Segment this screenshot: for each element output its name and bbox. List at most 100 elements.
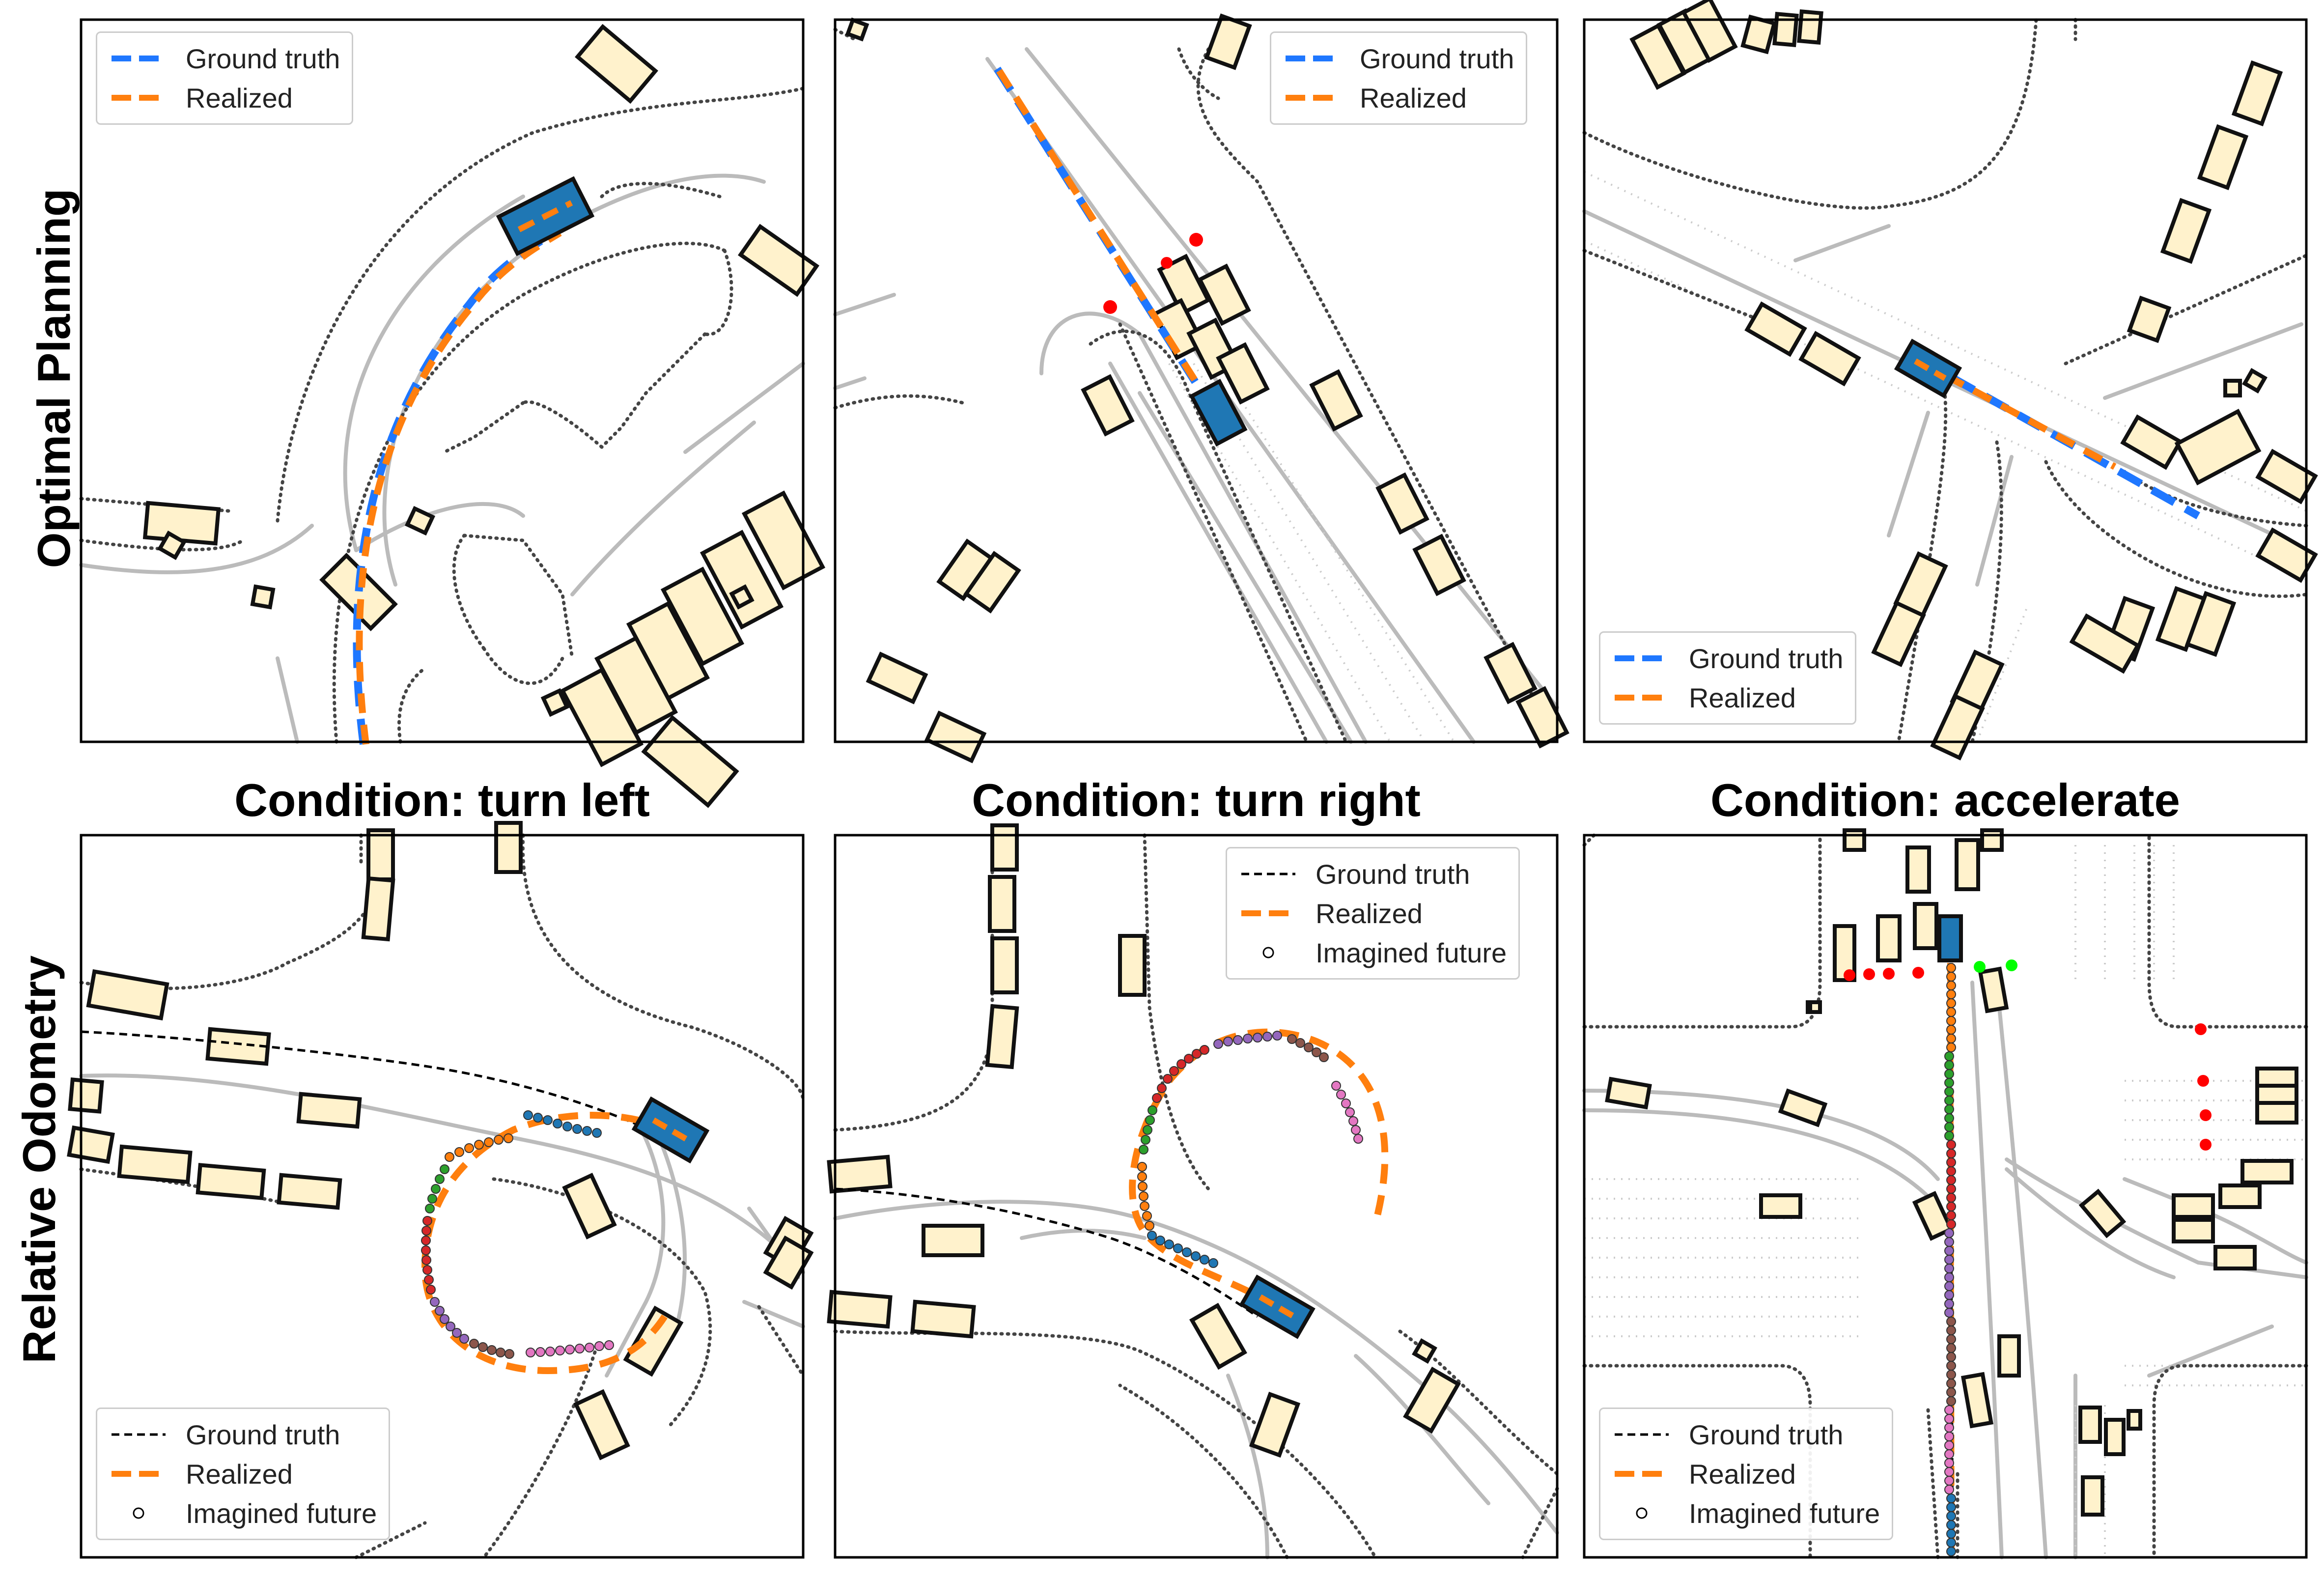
agent-vehicles [827, 823, 1461, 1458]
imagined-future-point [1944, 1069, 1954, 1079]
legend-ground-truth: Ground truth [1360, 43, 1514, 74]
legend-imagined-future: Imagined future [1316, 937, 1507, 968]
condition-title-turn-right: Condition: turn right [972, 774, 1421, 826]
frame [80, 834, 805, 1559]
imagined-future-point [1944, 1228, 1954, 1238]
imagined-future-points [421, 1110, 614, 1359]
panel-top-1: Ground truth Realized [79, 18, 826, 808]
row-label-relative-odometry: Relative Odometry [13, 955, 65, 1364]
legend-imagined-future: Imagined future [1689, 1497, 1880, 1529]
panel-top-2: Ground truth Realized [833, 13, 1569, 763]
imagined-future-point [1946, 1352, 1956, 1362]
condition-title-turn-left: Condition: turn left [234, 774, 650, 826]
imagined-future-point [1944, 1432, 1954, 1441]
legend-ground-truth: Ground truth [186, 1419, 340, 1450]
imagined-future-point [1946, 1343, 1956, 1353]
map-top-3 [1582, 0, 2318, 760]
ego-vehicle [496, 176, 595, 256]
imagined-future-point [1946, 998, 1956, 1008]
realized-path [1129, 1028, 1389, 1310]
frame [834, 834, 1559, 1559]
agent-vehicles [142, 24, 826, 808]
legend: Ground truth Realized [1270, 31, 1528, 125]
imagined-future-point [1946, 1149, 1956, 1158]
imagined-future-point [1944, 1449, 1954, 1459]
imagined-future-point [1946, 963, 1956, 973]
imagined-future-point [1944, 1485, 1954, 1494]
traffic-lights [1844, 959, 2212, 1151]
road-edges [833, 28, 1559, 744]
legend: Ground truth Realized [96, 31, 354, 125]
imagined-future-point [1944, 1308, 1954, 1318]
legend-imagined-future: Imagined future [186, 1497, 377, 1529]
imagined-future-point [1946, 1529, 1956, 1539]
frame [1583, 834, 2308, 1559]
imagined-future-point [1946, 1175, 1956, 1185]
realized-path [356, 229, 562, 745]
imagined-future-point [1944, 1281, 1954, 1291]
imagined-future-point [1944, 1131, 1954, 1141]
map-top-1 [79, 18, 826, 808]
imagined-future-points [1944, 963, 1956, 1556]
imagined-future-point [1946, 1379, 1956, 1388]
imagined-future-point [1946, 1334, 1956, 1344]
imagined-future-point [1946, 1007, 1956, 1017]
imagined-future-point [1946, 1166, 1956, 1176]
imagined-future-point [1946, 1317, 1956, 1326]
agent-vehicles [67, 821, 814, 1461]
row-label-optimal-planning: Optimal Planning [28, 188, 80, 568]
imagined-future-point [1946, 1361, 1956, 1371]
imagined-future-point [1946, 1511, 1956, 1521]
legend-realized: Realized [1689, 1458, 1796, 1490]
agent-vehicles [1605, 828, 2298, 1517]
condition-title-accelerate: Condition: accelerate [1710, 774, 2180, 826]
imagined-future-point [1944, 1272, 1954, 1282]
imagined-future-point [1946, 1211, 1956, 1220]
imagined-future-point [1946, 1016, 1956, 1026]
legend-ground-truth: Ground truth [1316, 858, 1470, 890]
legend-realized: Realized [1360, 82, 1467, 113]
imagined-future-point [1944, 1060, 1954, 1070]
imagined-future-point [1946, 1538, 1956, 1548]
imagined-future-point [1946, 1140, 1956, 1150]
road-edges [1582, 18, 2308, 744]
road-edges [79, 86, 805, 744]
imagined-future-point [1944, 1122, 1954, 1132]
lane-lines [79, 1073, 805, 1378]
panel-top-3: Ground truth Realized [1582, 0, 2318, 760]
imagined-future-point [1944, 1467, 1954, 1477]
imagined-future-point [1946, 1157, 1956, 1167]
agent-vehicles [1629, 0, 2318, 760]
lane-lines [79, 173, 805, 744]
panel-bottom-2: Ground truth Realized Imagined future [827, 823, 1559, 1559]
frame [80, 18, 805, 743]
imagined-future-point [1946, 1370, 1956, 1380]
imagined-future-points [1137, 1031, 1363, 1268]
imagined-future-point [1946, 1219, 1956, 1229]
legend: Ground truth Realized Imagined future [1226, 847, 1520, 980]
road-edges [1582, 833, 2308, 1559]
imagined-future-point [1946, 1493, 1956, 1503]
imagined-future-point [1944, 1096, 1954, 1105]
traffic-lights [1103, 233, 1203, 314]
imagined-future-point [1944, 1078, 1954, 1088]
map-bottom-1 [67, 821, 814, 1559]
imagined-future-point [1944, 1264, 1954, 1273]
legend-realized: Realized [186, 82, 293, 113]
imagined-future-point [1946, 1547, 1956, 1556]
ground-truth-path [835, 1187, 1259, 1318]
ego-vehicle [631, 1096, 710, 1164]
ego-vehicle [1894, 338, 1962, 398]
imagined-future-point [1946, 1042, 1956, 1052]
imagined-future-point [1944, 1476, 1954, 1486]
imagined-future-point [1946, 1520, 1956, 1530]
ground-truth-path [81, 1030, 672, 1141]
frame [834, 18, 1559, 743]
imagined-future-point [1946, 1193, 1956, 1203]
imagined-future-point [1944, 1405, 1954, 1415]
imagined-future-point [1944, 1423, 1954, 1433]
imagined-future-point [1946, 1202, 1956, 1211]
panel-bottom-3: Ground truth Realized Imagined future [1582, 828, 2308, 1559]
imagined-future-point [1944, 1290, 1954, 1300]
imagined-future-point [1946, 1387, 1956, 1397]
